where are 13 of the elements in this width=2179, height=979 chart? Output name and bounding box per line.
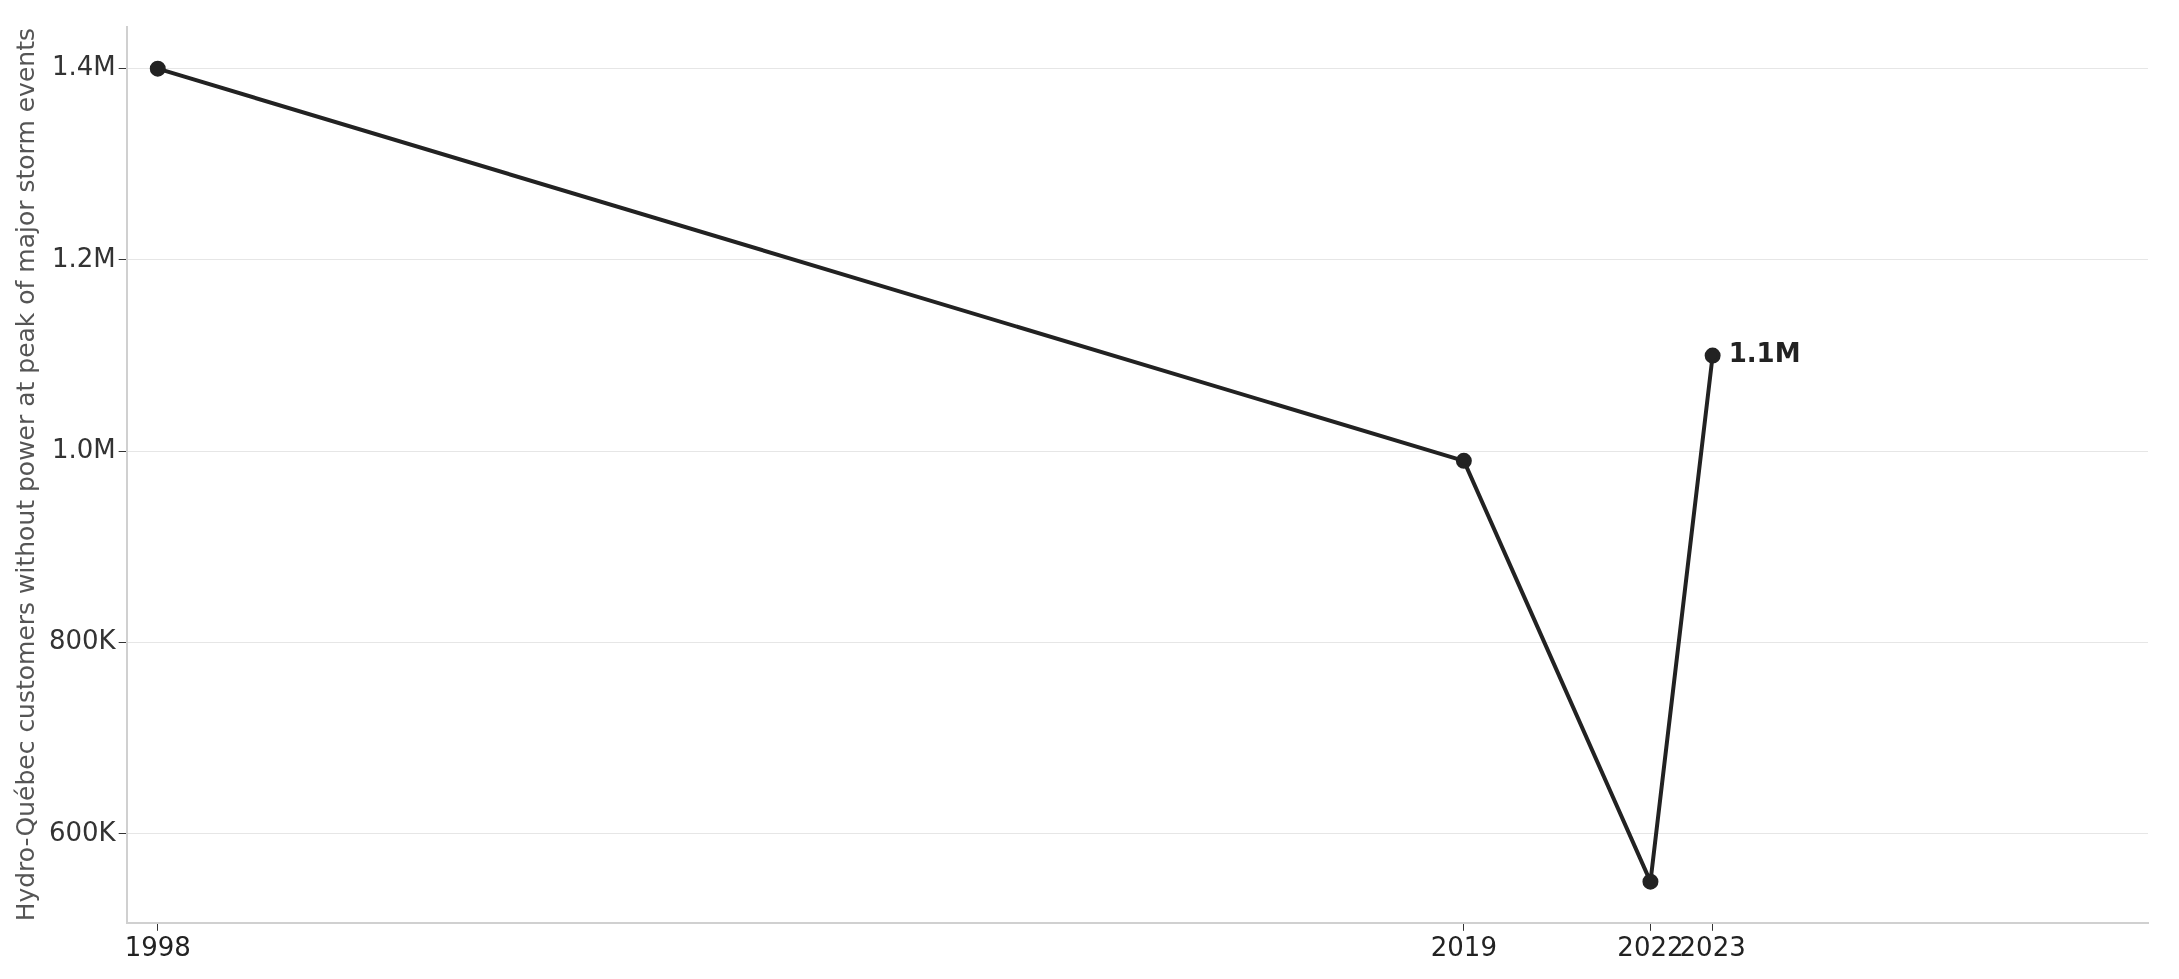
y-tick-label: 800K <box>48 625 117 656</box>
y-tick-label: 1.4M <box>51 51 116 82</box>
y-tick-label: 600K <box>48 816 117 847</box>
x-tick-label: 2019 <box>1430 932 1497 963</box>
point <box>1704 347 1721 364</box>
point <box>1642 873 1659 890</box>
point <box>1455 452 1472 469</box>
y-axis-title: Hydro-Québec customers without power at peak of major storm events <box>10 28 40 922</box>
point <box>149 60 166 77</box>
data-label: 1.1M <box>1728 338 1801 369</box>
y-tick-label: 1.0M <box>51 434 116 465</box>
x-tick-label: 1998 <box>124 932 191 963</box>
y-tick-label: 1.2M <box>51 242 116 273</box>
